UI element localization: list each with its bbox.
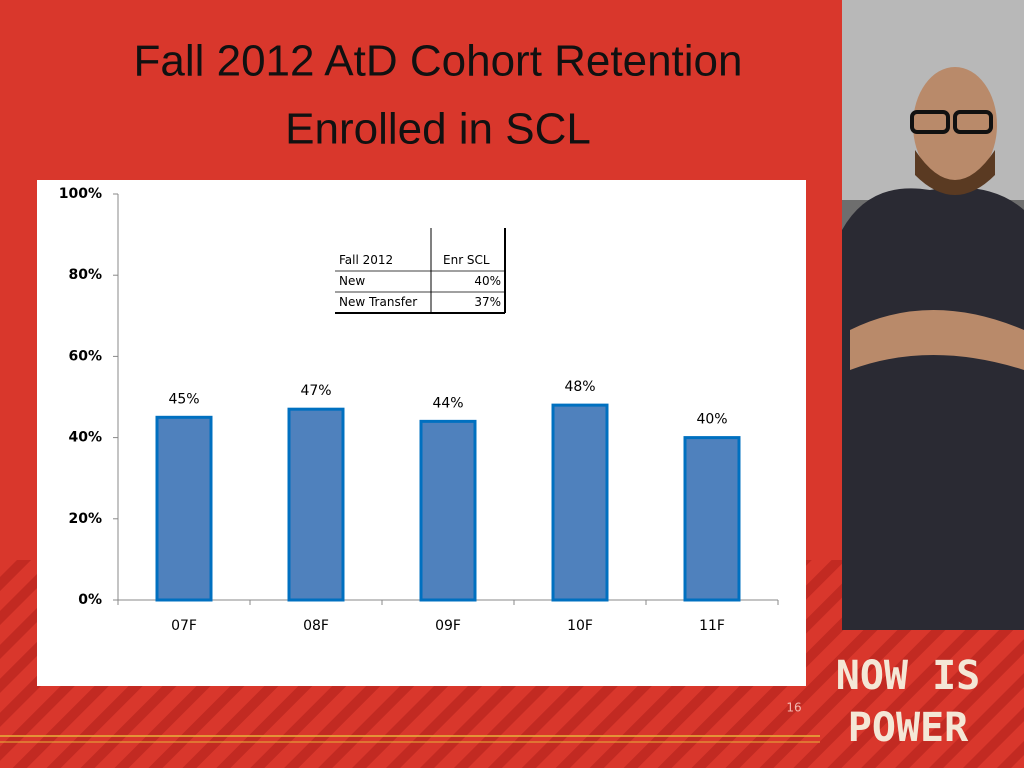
x-tick-label: 08F — [303, 618, 329, 634]
bar — [551, 403, 609, 602]
y-tick-label: 100% — [59, 186, 102, 202]
bar — [683, 436, 741, 602]
y-tick-label: 60% — [68, 348, 102, 364]
value-label: 48% — [564, 379, 595, 395]
y-tick-label: 20% — [68, 511, 102, 527]
table-bg — [335, 228, 505, 313]
inset-table: Fall 2012 Enr SCL New 40% New Transfer 37% — [335, 228, 506, 314]
plot: 0% 20% 40% 60% 80% 100% 07F 45% 08F 47% 09F 44% 10F 4… — [59, 186, 779, 634]
value-label: 40% — [696, 412, 727, 428]
photo — [842, 0, 1024, 630]
bar — [419, 419, 477, 602]
table-cell: Fall 2012 — [339, 253, 393, 267]
table-cell: 37% — [474, 295, 501, 309]
value-label: 47% — [300, 383, 331, 399]
logo-line: NOW IS — [836, 653, 981, 699]
logo-line: POWER — [848, 705, 969, 751]
x-tick-label: 10F — [567, 618, 593, 634]
x-tick-label: 11F — [699, 618, 725, 634]
bar — [287, 407, 345, 602]
x-tick-label: 07F — [171, 618, 197, 634]
bar — [155, 415, 213, 602]
x-tick-label: 09F — [435, 618, 461, 634]
table-cell: New Transfer — [339, 295, 417, 309]
y-tick-label: 0% — [78, 592, 102, 608]
title: Fall 2012 AtD Cohort Retention — [133, 37, 742, 86]
value-label: 45% — [168, 391, 199, 407]
subtitle: Enrolled in SCL — [285, 105, 591, 154]
table-cell: New — [339, 274, 365, 288]
table-cell: Enr SCL — [443, 253, 490, 267]
y-tick-label: 40% — [68, 430, 102, 446]
table-cell: 40% — [474, 274, 501, 288]
value-label: 44% — [432, 395, 463, 411]
y-tick-label: 80% — [68, 267, 102, 283]
slide-number: 16 — [786, 701, 801, 715]
